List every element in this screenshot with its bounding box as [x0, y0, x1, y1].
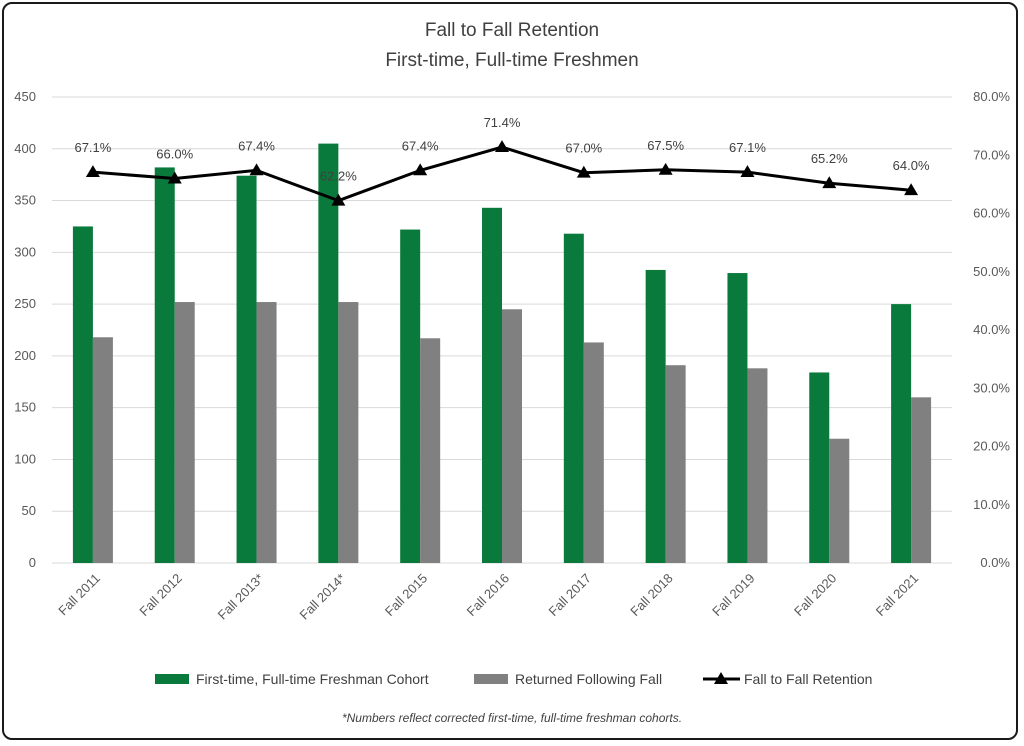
- legend-label-cohort: First-time, Full-time Freshman Cohort: [196, 671, 429, 687]
- returned-bar: [420, 338, 441, 563]
- returned-bar: [583, 342, 604, 563]
- cohort-bar: [318, 143, 339, 563]
- retention-marker: [85, 165, 100, 178]
- retention-marker: [904, 183, 919, 196]
- cohort-bar: [727, 273, 748, 563]
- left-axis-tick-label: 350: [14, 193, 36, 208]
- category-label: Fall 2020: [791, 571, 839, 619]
- left-axis-tick-label: 200: [14, 348, 36, 363]
- cohort-bar: [236, 175, 257, 564]
- category-label: Fall 2016: [464, 571, 512, 619]
- left-axis-tick-label: 50: [22, 503, 36, 518]
- category-label: Fall 2018: [627, 571, 675, 619]
- retention-marker: [740, 165, 755, 178]
- right-axis-tick-label: 60.0%: [973, 206, 1010, 221]
- cohort-bar: [72, 226, 93, 563]
- category-label: Fall 2015: [382, 571, 430, 619]
- cohort-bar: [154, 167, 175, 563]
- retention-data-label: 67.5%: [647, 138, 684, 153]
- right-axis-ticks: 0.0% 10.0% 20.0% 30.0% 40.0% 50.0% 60.0% 70.0% 8…: [973, 89, 1010, 570]
- left-axis-tick-label: 250: [14, 296, 36, 311]
- cohort-bar: [400, 229, 421, 563]
- left-axis-tick-label: 300: [14, 244, 36, 259]
- returned-bar: [338, 302, 359, 563]
- retention-data-label: 67.4%: [238, 138, 275, 153]
- cohort-bar: [809, 372, 830, 563]
- retention-data-label: 64.0%: [893, 158, 930, 173]
- retention-marker: [576, 165, 591, 178]
- retention-marker: [331, 193, 346, 206]
- left-axis-tick-label: 150: [14, 400, 36, 415]
- right-axis-tick-label: 10.0%: [973, 497, 1010, 512]
- retention-line: 67.1% 66.0% 67.4% 62.2% 67.4% 71.4% 67.0% 67.5%…: [74, 115, 930, 206]
- right-axis-tick-label: 70.0%: [973, 147, 1010, 162]
- category-label: Fall 2014*: [296, 571, 348, 623]
- left-axis-tick-label: 400: [14, 141, 36, 156]
- retention-data-label: 67.0%: [565, 141, 602, 156]
- retention-marker: [495, 140, 509, 152]
- returned-bar: [665, 365, 686, 563]
- returned-bar: [502, 309, 522, 563]
- category-label: Fall 2019: [709, 571, 757, 619]
- category-label: Fall 2017: [546, 571, 594, 619]
- retention-data-label: 67.1%: [74, 140, 111, 155]
- right-axis-tick-label: 20.0%: [973, 439, 1010, 454]
- returned-bar: [911, 397, 932, 563]
- cohort-bar: [482, 207, 502, 563]
- category-label: Fall 2011: [55, 571, 103, 619]
- cohort-bar: [563, 233, 584, 563]
- right-axis-tick-label: 80.0%: [973, 89, 1010, 104]
- right-axis-tick-label: 30.0%: [973, 380, 1010, 395]
- left-axis-tick-label: 100: [14, 451, 36, 466]
- returned-bar: [256, 302, 277, 563]
- legend-swatch-cohort: [155, 674, 189, 684]
- left-axis-tick-label: 0: [29, 555, 36, 570]
- chart-subtitle: First-time, Full-time Freshmen: [385, 50, 638, 71]
- retention-marker: [413, 163, 428, 176]
- returned-bar: [92, 337, 113, 563]
- cohort-bar: [891, 304, 912, 563]
- footnote: *Numbers reflect corrected first-time, f…: [342, 711, 682, 725]
- returned-bar: [174, 302, 195, 563]
- chart-title: Fall to Fall Retention: [425, 20, 599, 41]
- returned-bar: [747, 368, 768, 563]
- category-labels: Fall 2011 Fall 2012 Fall 2013* Fall 2014* Fa…: [55, 571, 921, 623]
- returned-bar: [829, 438, 850, 563]
- retention-data-label: 71.4%: [484, 115, 521, 130]
- right-axis-tick-label: 0.0%: [980, 555, 1010, 570]
- retention-line-path: [92, 145, 912, 203]
- retention-data-label: 65.2%: [811, 151, 848, 166]
- retention-marker: [167, 171, 182, 184]
- legend-marker-retention: [714, 672, 728, 684]
- category-label: Fall 2013*: [215, 571, 267, 623]
- right-axis-tick-label: 40.0%: [973, 322, 1010, 337]
- legend-label-retention: Fall to Fall Retention: [744, 671, 872, 687]
- retention-data-label: 62.2%: [320, 169, 357, 184]
- category-label: Fall 2012: [136, 571, 184, 619]
- left-axis-ticks: 0 50 100 150 200 250 300 350 400 450: [14, 89, 36, 570]
- retention-data-label: 66.0%: [156, 147, 193, 162]
- category-label: Fall 2021: [873, 571, 921, 619]
- bars: [72, 143, 932, 564]
- retention-marker: [658, 162, 673, 175]
- retention-data-label: 67.4%: [402, 138, 439, 153]
- legend-swatch-returned: [474, 674, 508, 684]
- cohort-bar: [645, 269, 666, 563]
- left-axis-tick-label: 450: [14, 89, 36, 104]
- right-axis-tick-label: 50.0%: [973, 264, 1010, 279]
- legend: First-time, Full-time Freshman Cohort Ret…: [155, 671, 872, 687]
- retention-data-label: 67.1%: [729, 140, 766, 155]
- retention-marker: [822, 176, 837, 189]
- legend-label-returned: Returned Following Fall: [515, 671, 662, 687]
- retention-marker: [249, 163, 264, 176]
